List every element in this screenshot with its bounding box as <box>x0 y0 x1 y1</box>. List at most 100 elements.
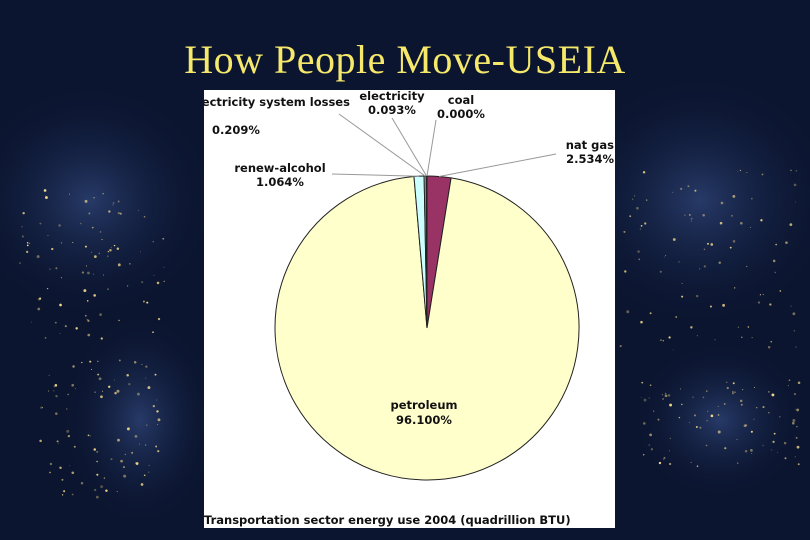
city-light <box>87 271 90 275</box>
city-light <box>623 230 626 233</box>
city-light <box>156 399 158 401</box>
city-light <box>720 201 724 205</box>
city-light <box>124 453 126 455</box>
city-light <box>784 457 787 460</box>
city-light <box>126 285 129 287</box>
city-light <box>717 430 721 434</box>
city-light <box>726 386 729 390</box>
city-light <box>692 396 694 398</box>
city-light <box>659 270 662 273</box>
city-light <box>28 242 31 244</box>
city-light <box>43 189 47 192</box>
city-light <box>723 403 726 405</box>
city-light <box>56 440 59 443</box>
city-light <box>648 397 650 399</box>
city-light <box>98 377 102 381</box>
city-light <box>45 196 48 199</box>
city-light <box>96 460 98 463</box>
city-light <box>649 433 652 437</box>
city-light <box>744 450 748 453</box>
city-light <box>157 450 160 453</box>
city-light <box>646 199 648 201</box>
city-light <box>117 438 120 442</box>
city-light <box>678 261 680 263</box>
city-light <box>743 424 747 428</box>
city-light <box>152 241 154 243</box>
city-light <box>696 465 699 467</box>
city-light <box>638 258 641 261</box>
city-light <box>49 268 51 270</box>
city-light <box>39 222 42 225</box>
city-light <box>96 473 99 476</box>
label-electricity: electricity <box>359 90 425 103</box>
city-light <box>650 448 654 451</box>
city-light <box>694 189 697 192</box>
city-light <box>87 319 90 322</box>
city-light <box>108 385 111 388</box>
city-light <box>61 478 64 481</box>
city-light <box>796 408 800 412</box>
city-light <box>162 237 165 240</box>
city-light <box>71 383 75 387</box>
label-electricity-system-losses: electricity system losses <box>204 95 350 109</box>
city-light <box>96 450 99 453</box>
city-light <box>750 430 753 433</box>
city-light <box>91 251 93 253</box>
city-light <box>93 255 97 258</box>
city-light <box>760 219 763 222</box>
city-light <box>742 389 744 391</box>
city-light <box>53 385 55 388</box>
city-light <box>145 444 147 446</box>
city-light <box>793 183 797 187</box>
label-coal: coal <box>448 93 474 107</box>
city-light <box>37 307 41 311</box>
city-light <box>67 434 71 438</box>
label-renew-alcohol: renew-alcohol <box>234 161 325 175</box>
city-light <box>49 462 53 466</box>
city-light <box>87 333 91 337</box>
city-light <box>147 386 151 390</box>
pie-slice-petroleum <box>274 176 580 481</box>
city-light <box>681 295 684 298</box>
city-light <box>140 483 144 486</box>
city-light <box>695 426 698 429</box>
city-light <box>99 313 102 316</box>
city-light <box>672 238 676 241</box>
city-light <box>157 418 161 422</box>
city-light <box>732 240 736 243</box>
city-light <box>668 462 672 466</box>
city-light <box>113 244 116 247</box>
city-light <box>119 212 122 215</box>
city-light <box>21 235 24 238</box>
city-light <box>129 263 131 265</box>
city-light <box>632 198 634 200</box>
city-light <box>136 392 140 396</box>
city-light <box>642 454 645 456</box>
city-light <box>93 448 96 451</box>
city-light <box>39 439 42 443</box>
city-light <box>688 421 691 424</box>
city-light <box>116 490 118 492</box>
city-light <box>672 349 674 351</box>
city-light <box>135 462 139 465</box>
pie-chart: electricity system losses 0.209% electri… <box>204 90 614 527</box>
city-light <box>771 449 773 451</box>
city-light <box>797 381 801 385</box>
city-light <box>143 215 146 218</box>
city-light <box>97 373 100 376</box>
city-light <box>737 462 739 464</box>
city-light <box>661 394 663 396</box>
label-petroleum: petroleum <box>390 398 457 412</box>
city-light <box>156 410 159 413</box>
city-light <box>664 394 668 398</box>
city-light <box>22 211 25 215</box>
city-light <box>107 250 110 253</box>
city-light <box>636 206 639 210</box>
city-light <box>107 288 109 291</box>
leader-line-coal <box>426 119 437 177</box>
city-light <box>684 214 686 216</box>
city-light <box>693 414 697 417</box>
city-light <box>657 418 660 421</box>
city-light <box>117 211 120 215</box>
city-light <box>75 388 76 390</box>
